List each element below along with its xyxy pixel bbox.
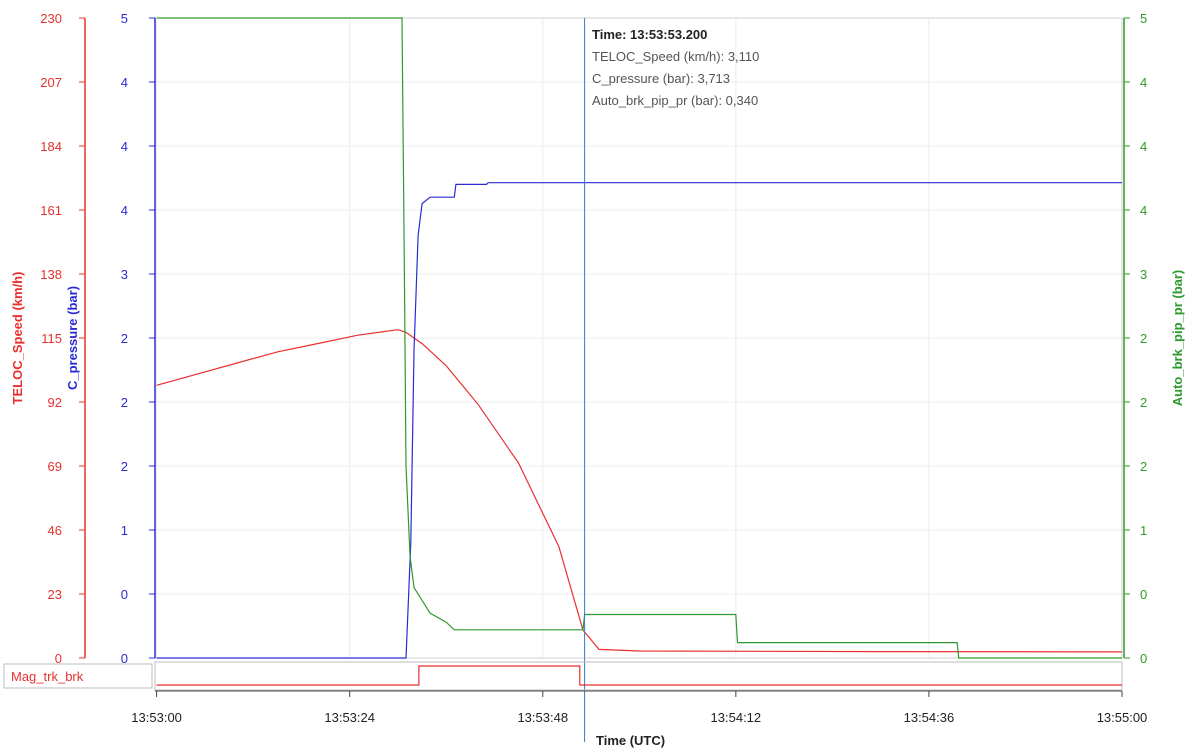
- y-tick-label: 4: [121, 203, 128, 218]
- c-pressure-series: [156, 182, 1122, 659]
- y-tick-label: 92: [48, 395, 62, 410]
- y-tick-label: 46: [48, 523, 62, 538]
- y-tick-label: 2: [121, 459, 128, 474]
- cpressure-axis-ticks: 5 4 4 4 3 2 2 2 1 0 0: [121, 11, 155, 666]
- digital-channel-label: Mag_trk_brk: [11, 669, 84, 684]
- y-tick-label: 0: [1140, 587, 1147, 602]
- x-tick-label: 13:53:24: [324, 710, 375, 725]
- y-tick-label: 207: [40, 75, 62, 90]
- teloc-speed-series: [156, 329, 1123, 653]
- autobrk-axis-title: Auto_brk_pip_pr (bar): [1170, 270, 1185, 407]
- y-tick-label: 2: [1140, 331, 1147, 346]
- y-tick-label: 3: [121, 267, 128, 282]
- autobrk-axis-ticks: 5 4 4 4 3 2 2 2 1 0 0: [1124, 11, 1147, 666]
- x-tick-label: 13:54:36: [904, 710, 955, 725]
- y-tick-label: 4: [1140, 139, 1147, 154]
- x-axis-ticks: 13:53:00 13:53:24 13:53:48 13:54:12 13:54:36…: [131, 691, 1147, 725]
- y-tick-label: 1: [1140, 523, 1147, 538]
- y-tick-label: 0: [121, 651, 128, 666]
- y-tick-label: 5: [1140, 11, 1147, 26]
- digital-label-box: [3, 663, 153, 689]
- mag-trk-brk-series: [156, 665, 1122, 686]
- tooltip-line: Auto_brk_pip_pr (bar): 0,340: [592, 93, 758, 108]
- tooltip-title: Time: 13:53:53.200: [592, 27, 707, 42]
- y-tick-label: 0: [121, 587, 128, 602]
- auto-brk-pip-pr-series: [156, 17, 1122, 659]
- y-tick-label: 2: [121, 331, 128, 346]
- series-layer: [156, 17, 1123, 659]
- y-tick-label: 69: [48, 459, 62, 474]
- y-tick-label: 184: [40, 139, 62, 154]
- y-tick-label: 3: [1140, 267, 1147, 282]
- tooltip-line: TELOC_Speed (km/h): 3,110: [592, 49, 759, 64]
- x-tick-label: 13:53:00: [131, 710, 182, 725]
- y-tick-label: 4: [121, 75, 128, 90]
- y-tick-label: 2: [1140, 395, 1147, 410]
- y-tick-label: 5: [121, 11, 128, 26]
- digital-plot-frame: [154, 661, 1123, 691]
- tooltip-line: C_pressure (bar): 3,713: [592, 71, 730, 86]
- y-tick-label: 115: [41, 331, 62, 346]
- y-tick-label: 4: [1140, 75, 1147, 90]
- x-axis-title: Time (UTC): [596, 733, 665, 748]
- gridlines: [155, 17, 1123, 659]
- speed-axis-title: TELOC_Speed (km/h): [10, 272, 25, 405]
- y-tick-label: 2: [1140, 459, 1147, 474]
- x-tick-label: 13:54:12: [711, 710, 762, 725]
- x-tick-label: 13:55:00: [1097, 710, 1148, 725]
- y-tick-label: 4: [1140, 203, 1147, 218]
- cursor-tooltip: Time: 13:53:53.200 TELOC_Speed (km/h): 3…: [592, 27, 759, 108]
- y-tick-label: 23: [48, 587, 62, 602]
- y-tick-label: 2: [121, 395, 128, 410]
- digital-layer: [156, 665, 1122, 686]
- y-tick-label: 4: [121, 139, 128, 154]
- y-tick-label: 0: [55, 651, 62, 666]
- y-tick-label: 0: [1140, 651, 1147, 666]
- cpressure-axis-title: C_pressure (bar): [65, 286, 80, 390]
- x-tick-label: 13:53:48: [517, 710, 568, 725]
- y-tick-label: 1: [121, 523, 128, 538]
- y-tick-label: 230: [40, 11, 62, 26]
- y-tick-label: 138: [40, 267, 62, 282]
- y-tick-label: 161: [40, 203, 62, 218]
